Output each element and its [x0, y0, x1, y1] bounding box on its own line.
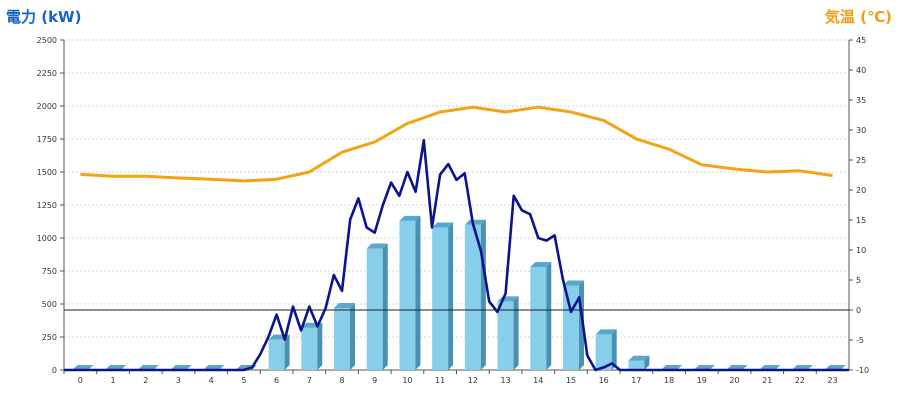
bar-side-12 [480, 219, 486, 370]
x-tick-label-20: 20 [729, 376, 739, 385]
right-tick-label-2: 0 [856, 306, 861, 315]
bar-8 [334, 302, 356, 370]
bar-front-12 [464, 224, 481, 370]
bar-front-14 [530, 267, 547, 370]
bar-17 [628, 355, 650, 370]
right-tick-label-9: 35 [856, 96, 866, 105]
bar-front-17 [628, 360, 645, 370]
left-tick-label-9: 2250 [37, 69, 57, 78]
bar-top-15 [562, 280, 584, 286]
x-tick-label-9: 9 [372, 376, 377, 385]
bar-7 [301, 322, 323, 370]
bar-front-7 [301, 327, 318, 370]
temperature-line [80, 105, 833, 183]
x-tick-label-19: 19 [697, 376, 707, 385]
x-tick-label-4: 4 [209, 376, 214, 385]
bar-side-14 [546, 262, 552, 370]
x-tick-label-11: 11 [435, 376, 445, 385]
x-tick-label-17: 17 [631, 376, 641, 385]
bar-top-12 [464, 219, 486, 225]
bar-side-6 [284, 334, 290, 370]
bar-side-10 [415, 215, 421, 370]
bar-top-10 [399, 215, 421, 221]
bar-front-13 [497, 301, 514, 370]
right-axis-title: 気温 (℃) [824, 8, 892, 26]
right-tick-label-7: 25 [856, 156, 866, 165]
left-tick-label-6: 1500 [37, 168, 57, 177]
bar-side-16 [611, 329, 617, 370]
x-tick-label-0: 0 [78, 376, 83, 385]
left-tick-label-10: 2500 [37, 36, 57, 45]
bar-top-8 [334, 302, 356, 308]
left-tick-label-7: 1750 [37, 135, 57, 144]
bar-front-8 [334, 307, 351, 370]
left-tick-label-1: 250 [42, 333, 57, 342]
right-tick-label-8: 30 [856, 126, 866, 135]
x-tick-label-22: 22 [795, 376, 805, 385]
bar-front-6 [268, 339, 285, 370]
right-tick-label-1: -5 [856, 336, 864, 345]
x-tick-label-12: 12 [468, 376, 478, 385]
x-tick-label-7: 7 [307, 376, 312, 385]
bar-16 [595, 329, 617, 370]
power-line [64, 139, 849, 372]
bar-14 [530, 262, 552, 370]
x-tick-label-8: 8 [339, 376, 344, 385]
left-tick-label-4: 1000 [37, 234, 57, 243]
bar-side-11 [448, 222, 454, 370]
left-tick-label-3: 750 [42, 267, 57, 276]
bar-top-9 [366, 243, 388, 249]
bar-side-9 [382, 243, 388, 370]
right-tick-label-4: 10 [856, 246, 866, 255]
right-tick-label-10: 40 [856, 66, 866, 75]
bar-top-14 [530, 262, 552, 268]
right-tick-label-11: 45 [856, 36, 866, 45]
bar-front-9 [366, 248, 383, 370]
bar-top-11 [432, 222, 454, 228]
x-tick-label-5: 5 [241, 376, 246, 385]
bar-side-17 [644, 355, 650, 370]
bar-side-13 [513, 296, 519, 370]
x-tick-label-3: 3 [176, 376, 181, 385]
bar-side-8 [350, 302, 356, 370]
x-tick-label-16: 16 [599, 376, 609, 385]
bar-side-7 [317, 322, 323, 370]
left-tick-label-0: 0 [52, 366, 57, 375]
left-tick-label-5: 1250 [37, 201, 57, 210]
bar-12 [464, 219, 486, 370]
right-tick-label-3: 5 [856, 276, 861, 285]
x-tick-label-21: 21 [762, 376, 772, 385]
bar-front-16 [595, 334, 612, 370]
right-tick-label-6: 20 [856, 186, 866, 195]
x-tick-label-2: 2 [143, 376, 148, 385]
bar-11 [432, 222, 454, 370]
x-tick-label-18: 18 [664, 376, 674, 385]
x-tick-label-15: 15 [566, 376, 576, 385]
bar-front-10 [399, 220, 416, 370]
x-tick-label-13: 13 [500, 376, 510, 385]
bar-top-17 [628, 355, 650, 361]
x-tick-label-6: 6 [274, 376, 279, 385]
bar-10 [399, 215, 421, 370]
x-tick-label-10: 10 [402, 376, 412, 385]
bar-top-16 [595, 329, 617, 335]
bar-6 [268, 334, 290, 370]
x-tick-label-14: 14 [533, 376, 543, 385]
right-tick-label-0: -10 [856, 366, 869, 375]
bar-9 [366, 243, 388, 370]
right-tick-label-5: 15 [856, 216, 866, 225]
left-axis-title: 電力 (kW) [6, 8, 82, 26]
left-tick-label-8: 2000 [37, 102, 57, 111]
bar-front-11 [432, 227, 449, 370]
left-tick-label-2: 500 [42, 300, 57, 309]
x-tick-label-23: 23 [828, 376, 838, 385]
bar-front-15 [562, 285, 579, 370]
x-tick-label-1: 1 [111, 376, 116, 385]
